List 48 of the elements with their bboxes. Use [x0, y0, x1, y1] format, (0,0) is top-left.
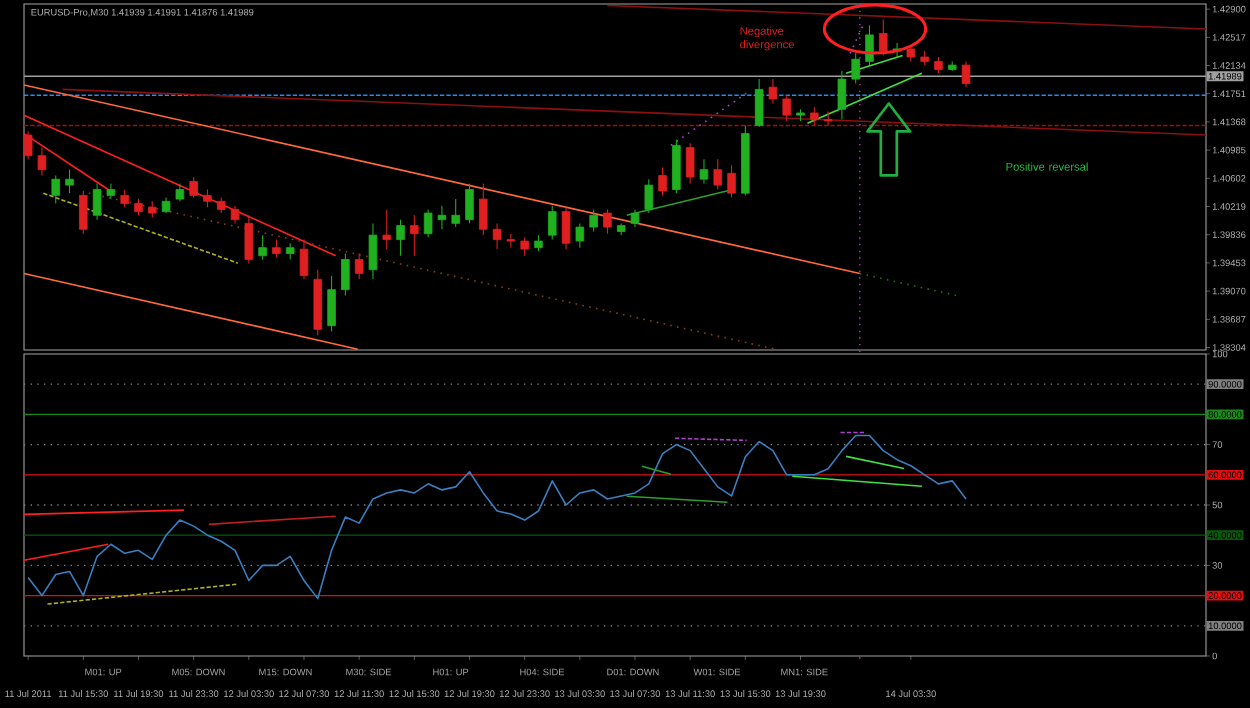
candlestick — [23, 130, 33, 160]
candlestick — [851, 52, 860, 85]
candlestick — [865, 24, 874, 66]
candlestick — [561, 206, 571, 250]
candlestick — [506, 233, 516, 249]
candlestick — [837, 70, 847, 121]
candlestick — [658, 166, 667, 196]
candlestick — [396, 219, 405, 257]
candlestick — [92, 183, 102, 221]
candlestick — [713, 158, 723, 191]
candlestick — [520, 236, 529, 257]
candlestick — [258, 234, 267, 260]
candlestick — [644, 178, 654, 214]
candlestick — [699, 158, 709, 185]
candlestick — [189, 176, 198, 199]
candlestick — [327, 275, 336, 333]
candlestick — [299, 239, 309, 280]
candlestick — [879, 18, 888, 57]
candlestick — [244, 214, 254, 264]
candlestick — [961, 60, 971, 88]
candlestick — [106, 183, 116, 200]
candlestick — [810, 106, 819, 127]
candlestick — [368, 222, 378, 280]
candlestick — [768, 78, 778, 104]
candlestick — [754, 78, 764, 128]
candlestick — [341, 253, 350, 297]
candlestick — [672, 138, 681, 194]
candlestick — [603, 208, 612, 235]
candlestick — [437, 205, 447, 230]
candlestick — [685, 142, 695, 185]
candlestick — [79, 190, 88, 235]
candlestick — [727, 164, 736, 199]
candlestick — [575, 222, 585, 249]
candlestick — [547, 205, 557, 241]
candlestick — [354, 253, 364, 280]
candlestick — [382, 208, 392, 250]
candlestick — [492, 222, 502, 250]
candlestick — [465, 183, 474, 224]
candlestick — [423, 208, 433, 238]
candlestick — [823, 110, 833, 127]
candlestick — [51, 174, 60, 205]
candlestick — [410, 214, 419, 257]
candlestick — [451, 198, 460, 228]
candlestick — [782, 94, 791, 122]
candlestick — [37, 147, 47, 177]
candlestick — [589, 208, 598, 233]
candlestick — [479, 183, 488, 236]
candlestick — [65, 169, 74, 194]
